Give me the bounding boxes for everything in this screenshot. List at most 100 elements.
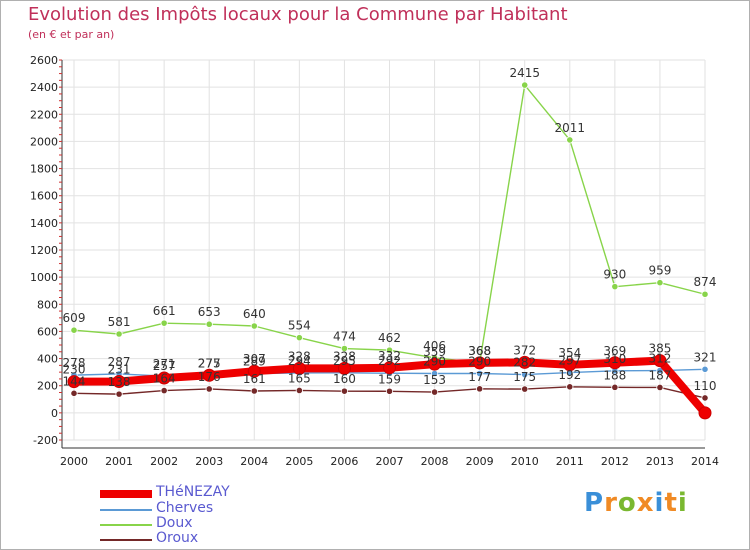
data-point-cherves xyxy=(521,370,529,379)
data-label-cherves: 275 xyxy=(198,357,221,371)
y-tick-label: 2200 xyxy=(30,108,58,121)
data-label-cherves: 271 xyxy=(153,357,176,371)
data-point-doux xyxy=(385,346,394,354)
data-label-cherves: 292 xyxy=(378,354,401,368)
data-label-thénezay: 385 xyxy=(648,342,671,356)
x-tick-label: 2003 xyxy=(195,455,223,468)
data-label-doux: 653 xyxy=(198,305,221,319)
chart-subtitle: (en € et par an) xyxy=(28,28,115,41)
data-label-thénezay: 328 xyxy=(288,349,311,363)
y-tick-label: 1800 xyxy=(30,163,58,176)
data-point-thénezay xyxy=(698,406,712,420)
data-point-thénezay xyxy=(67,375,81,389)
data-point-oroux xyxy=(70,389,78,397)
data-point-doux xyxy=(115,330,123,338)
x-tick-label: 2004 xyxy=(240,455,268,468)
legend-label-thenezay: THéNEZAY xyxy=(156,484,230,500)
data-point-oroux xyxy=(160,386,168,395)
data-point-cherves xyxy=(701,365,709,373)
data-label-thénezay: 332 xyxy=(378,349,401,363)
data-point-doux xyxy=(205,320,213,328)
y-tick-label: 1000 xyxy=(30,271,58,284)
data-point-doux xyxy=(656,279,664,287)
data-label-thénezay: 231 xyxy=(108,363,131,377)
y-tick-label: 1400 xyxy=(30,217,58,230)
data-label-doux: 930 xyxy=(603,268,626,282)
data-label-doux: 406 xyxy=(423,339,446,353)
x-tick-label: 2000 xyxy=(60,455,88,468)
data-point-doux xyxy=(250,322,258,330)
data-point-thénezay xyxy=(112,375,126,389)
x-tick-label: 2014 xyxy=(691,455,719,468)
data-label-doux: 874 xyxy=(694,275,717,289)
data-point-thénezay xyxy=(653,354,667,368)
data-label-oroux: 165 xyxy=(288,371,311,385)
data-point-thénezay xyxy=(202,368,216,382)
data-point-oroux xyxy=(205,385,213,393)
x-tick-label: 2012 xyxy=(601,455,629,468)
data-label-cherves: 289 xyxy=(243,355,266,369)
data-point-doux xyxy=(611,283,619,291)
data-label-thénezay: 369 xyxy=(603,344,626,358)
data-point-cherves xyxy=(476,369,484,378)
data-label-thénezay: 359 xyxy=(423,345,446,359)
data-label-doux: 609 xyxy=(63,311,86,325)
data-point-doux xyxy=(701,290,709,298)
data-label-oroux: 175 xyxy=(513,370,536,384)
data-point-doux xyxy=(340,344,349,353)
data-point-thénezay xyxy=(292,361,306,375)
y-tick-label: 2000 xyxy=(30,135,58,148)
data-label-oroux: 161 xyxy=(243,372,266,386)
data-label-oroux: 192 xyxy=(558,368,581,382)
legend-label-cherves: Cherves xyxy=(156,500,214,516)
data-label-thénezay: 368 xyxy=(468,344,491,358)
x-tick-label: 2002 xyxy=(150,455,178,468)
x-tick-label: 2010 xyxy=(511,455,539,468)
y-tick-label: 2600 xyxy=(30,54,58,67)
data-point-doux xyxy=(521,81,529,89)
data-label-oroux: 138 xyxy=(108,375,131,389)
x-tick-label: 2006 xyxy=(330,455,358,468)
data-point-oroux xyxy=(295,386,303,395)
legend-label-doux: Doux xyxy=(156,515,193,531)
data-point-oroux xyxy=(566,383,574,391)
x-tick-label: 2001 xyxy=(105,455,133,468)
data-point-thénezay xyxy=(247,364,261,378)
legend-swatch-cherves xyxy=(100,509,152,511)
data-label-doux: 554 xyxy=(288,319,311,333)
data-label-thénezay: 307 xyxy=(243,352,266,366)
data-point-thénezay xyxy=(518,355,532,369)
x-tick-label: 2008 xyxy=(421,455,449,468)
data-point-doux xyxy=(70,326,78,334)
data-label-doux: 2011 xyxy=(555,121,586,135)
data-label-cherves: 290 xyxy=(423,355,446,369)
data-point-doux xyxy=(566,136,574,144)
data-label-cherves: 287 xyxy=(108,355,131,369)
data-point-cherves xyxy=(656,366,664,375)
data-label-cherves: 294 xyxy=(288,354,311,368)
legend-swatch-doux xyxy=(100,524,152,526)
data-point-oroux xyxy=(476,385,484,393)
data-label-oroux: 164 xyxy=(153,372,176,386)
data-label-doux: 959 xyxy=(648,264,671,278)
data-point-doux xyxy=(160,319,168,327)
data-label-thénezay: 354 xyxy=(558,346,581,360)
data-point-oroux xyxy=(250,387,258,395)
data-label-cherves: 312 xyxy=(648,352,671,366)
data-label-cherves: 290 xyxy=(468,355,491,369)
data-label-oroux: 177 xyxy=(468,370,491,384)
data-label-thénezay: 328 xyxy=(333,349,356,363)
data-point-oroux xyxy=(385,387,394,395)
data-label-cherves: 297 xyxy=(558,354,581,368)
y-tick-label: -200 xyxy=(33,434,58,447)
legend-swatch-oroux xyxy=(100,539,152,541)
data-label-oroux: 110 xyxy=(694,379,717,393)
x-tick-label: 2007 xyxy=(376,455,404,468)
data-label-doux: 581 xyxy=(108,315,131,329)
data-label-oroux: 187 xyxy=(648,368,671,382)
data-point-oroux xyxy=(430,388,439,396)
data-label-doux: 368 xyxy=(468,344,491,358)
data-point-doux xyxy=(295,334,303,342)
y-tick-label: 800 xyxy=(37,298,58,311)
